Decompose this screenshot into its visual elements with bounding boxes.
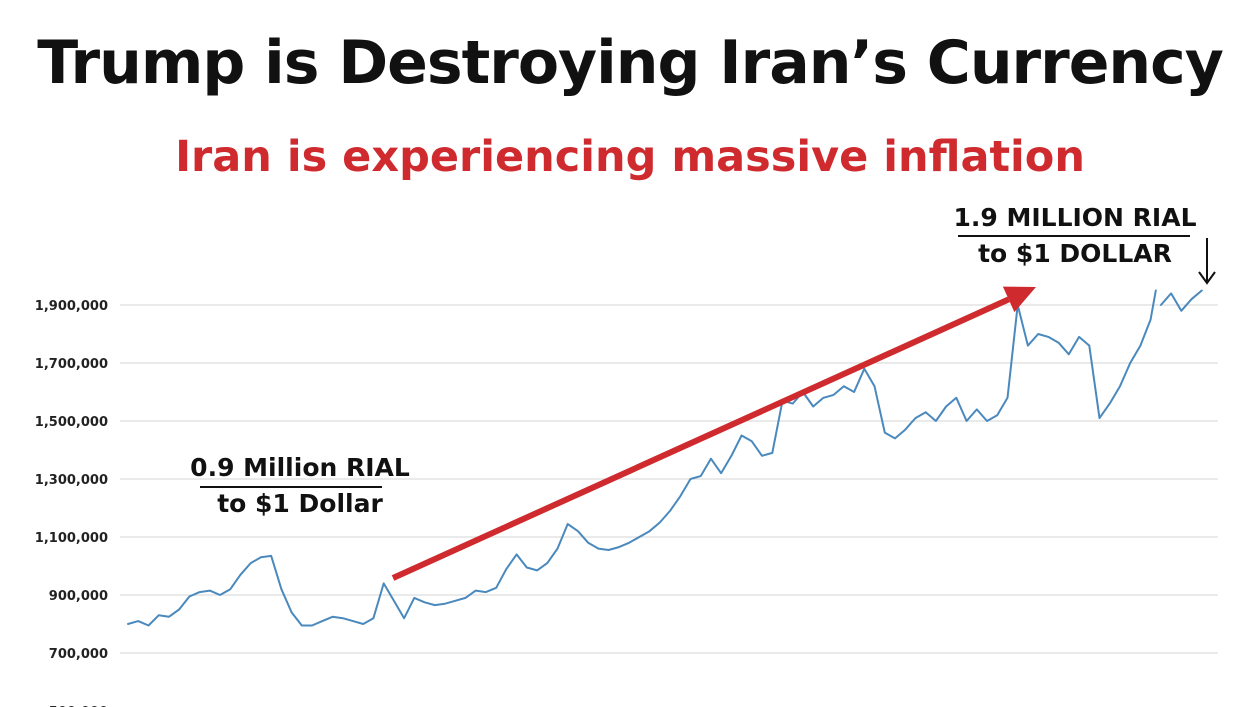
y-tick-label: 1,100,000 [35, 531, 108, 546]
annotation-left-underline [200, 486, 382, 488]
y-tick-label: 1,700,000 [35, 357, 108, 372]
annotation-left: 0.9 Million RIAL to $1 Dollar [180, 450, 420, 522]
y-tick-label: 1,500,000 [35, 415, 108, 430]
down-arrow-icon [1198, 238, 1216, 285]
annotation-right-underline [958, 235, 1190, 237]
annotation-right-line1: 1.9 MILLION RIAL [953, 203, 1197, 232]
series-line-2 [638, 289, 1157, 538]
annotation-right: 1.9 MILLION RIAL to $1 DOLLAR [935, 200, 1215, 272]
y-tick-label: 900,000 [49, 589, 108, 604]
annotation-left-line1: 0.9 Million RIAL [190, 453, 410, 482]
annotation-right-line2: to $1 DOLLAR [978, 239, 1172, 268]
trend-arrow [391, 286, 1036, 581]
down-arrow-head [1198, 271, 1216, 285]
series-line-3 [1159, 289, 1203, 312]
trend-arrow-shaft [391, 296, 1010, 581]
series-lines [127, 289, 1203, 627]
annotation-left-line2: to $1 Dollar [217, 489, 383, 518]
page-title: Trump is Destroying Iran’s Currency [37, 28, 1224, 98]
trend-arrow-head [1002, 286, 1036, 313]
y-tick-label: 500,000 [49, 705, 108, 707]
y-tick-label: 1,900,000 [35, 299, 108, 314]
y-axis-tick-labels: 500,000 700,000 900,000 1,100,000 1,300,000 1… [35, 299, 108, 707]
page-subtitle: Iran is experiencing massive inflation [175, 132, 1085, 182]
grid-lines [120, 304, 1218, 654]
y-tick-label: 1,300,000 [35, 473, 108, 488]
y-tick-label: 700,000 [49, 647, 108, 662]
series-line-1 [127, 523, 641, 627]
